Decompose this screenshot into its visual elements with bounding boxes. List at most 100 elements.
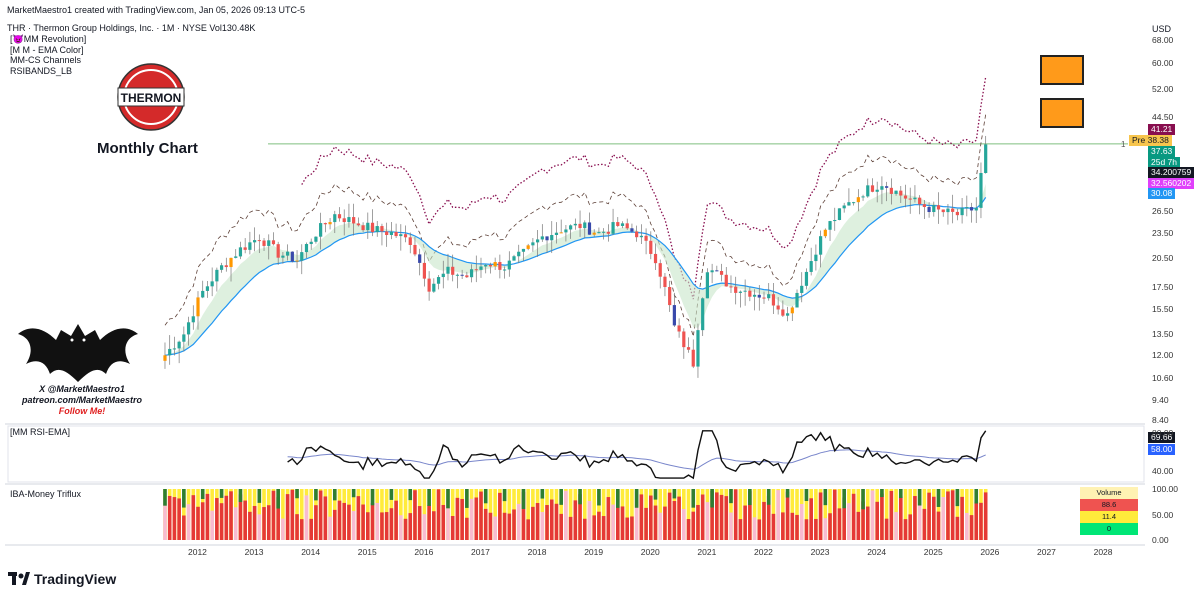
candle	[927, 207, 931, 213]
x-tick-label: 2018	[527, 547, 547, 557]
flux-bar	[318, 490, 323, 540]
candle	[870, 185, 875, 192]
candle	[653, 253, 658, 264]
candle	[701, 298, 705, 331]
monthly-chart-label: Monthly Chart	[97, 140, 198, 157]
candle	[847, 202, 851, 206]
flux-bar-green	[521, 489, 526, 509]
candle	[880, 186, 884, 190]
flux-bar-green	[634, 489, 639, 508]
candle	[536, 239, 540, 243]
x-tick-label: 2014	[301, 547, 321, 557]
price-tick-label: 13.50	[1152, 328, 1174, 339]
flux-bar	[644, 507, 648, 540]
flux-bar	[488, 512, 493, 540]
flux-bar-bg	[493, 489, 497, 540]
candle	[790, 307, 794, 314]
candle	[748, 290, 752, 297]
flux-bar	[682, 508, 686, 540]
candle	[290, 251, 294, 262]
candle	[427, 278, 431, 292]
candle	[413, 244, 417, 255]
flux-bar	[686, 519, 691, 540]
candle	[205, 286, 210, 291]
flux-bar-green	[804, 489, 809, 501]
candle	[602, 231, 606, 233]
flux-bar-green	[182, 489, 186, 508]
candle	[578, 223, 582, 229]
candle	[196, 297, 200, 317]
flux-bar	[516, 503, 521, 540]
tradingview-brand[interactable]: TradingView	[8, 571, 116, 587]
candle	[823, 229, 827, 237]
candle	[587, 222, 592, 235]
candle	[323, 223, 327, 225]
candle	[460, 274, 464, 276]
flux-bar	[875, 501, 879, 540]
flux-bar	[347, 504, 351, 540]
candle	[861, 196, 865, 198]
flux-bar-bg	[592, 489, 596, 540]
rsi-band-upper-line	[301, 76, 987, 300]
candle	[366, 222, 370, 231]
flux-bar	[512, 509, 516, 540]
candle	[583, 222, 587, 229]
indicator-rsibands[interactable]: RSIBANDS_LB	[10, 65, 73, 76]
flux-bar-green	[898, 489, 903, 498]
candle	[554, 232, 559, 235]
flux-bar-bg	[752, 489, 757, 540]
flux-bar-bg	[568, 489, 573, 540]
flux-bar	[799, 503, 804, 540]
candle	[319, 223, 323, 237]
flux-bar	[837, 508, 842, 540]
x-handle[interactable]: X @MarketMaestro1	[39, 384, 125, 394]
candle	[776, 305, 780, 310]
flux-bar	[738, 519, 743, 540]
flux-bar	[795, 514, 799, 540]
candle	[762, 297, 766, 299]
indicator-mm-revolution[interactable]: [😈MM Revolution]	[10, 34, 87, 44]
price-tick-label: 15.50	[1152, 303, 1174, 314]
candle	[347, 217, 351, 223]
candle	[875, 189, 879, 192]
flux-bar	[582, 518, 587, 540]
flux-bar	[941, 496, 946, 540]
flux-bar	[564, 490, 568, 540]
flux-bar	[748, 491, 752, 540]
flux-bar-green	[974, 489, 979, 504]
flux-bar	[917, 496, 922, 540]
flux-bar-green	[389, 489, 394, 500]
flux-bar	[861, 501, 865, 540]
flux-bar	[417, 506, 422, 540]
candle	[913, 197, 917, 200]
candle	[620, 223, 625, 226]
flux-bar-green	[163, 489, 167, 506]
flux-bar	[913, 496, 917, 540]
flux-bar	[427, 505, 431, 540]
candle	[422, 262, 426, 279]
flux-bar	[196, 506, 200, 540]
candle	[635, 231, 639, 238]
candle	[436, 277, 441, 284]
flux-bar	[285, 494, 290, 540]
flux-bar	[832, 489, 837, 540]
patreon-handle[interactable]: patreon.com/MarketMaestro	[21, 395, 143, 405]
flux-bar	[809, 498, 813, 540]
indicator-cs-channels[interactable]: MM-CS Channels	[10, 55, 82, 65]
candle	[389, 231, 393, 236]
indicator-ema-color[interactable]: [M M - EMA Color]	[10, 44, 84, 55]
candle	[984, 144, 988, 173]
flux-bar-bg	[795, 489, 799, 540]
candle	[696, 330, 700, 367]
candle	[743, 290, 747, 292]
candle	[809, 261, 813, 272]
x-tick-label: 2026	[980, 547, 1000, 557]
flux-bar	[474, 497, 479, 540]
flux-bar	[177, 498, 181, 540]
flux-bar	[389, 508, 394, 540]
candle	[177, 341, 181, 349]
price-tick-label: 60.00	[1152, 57, 1174, 68]
flux-bar	[625, 517, 630, 540]
